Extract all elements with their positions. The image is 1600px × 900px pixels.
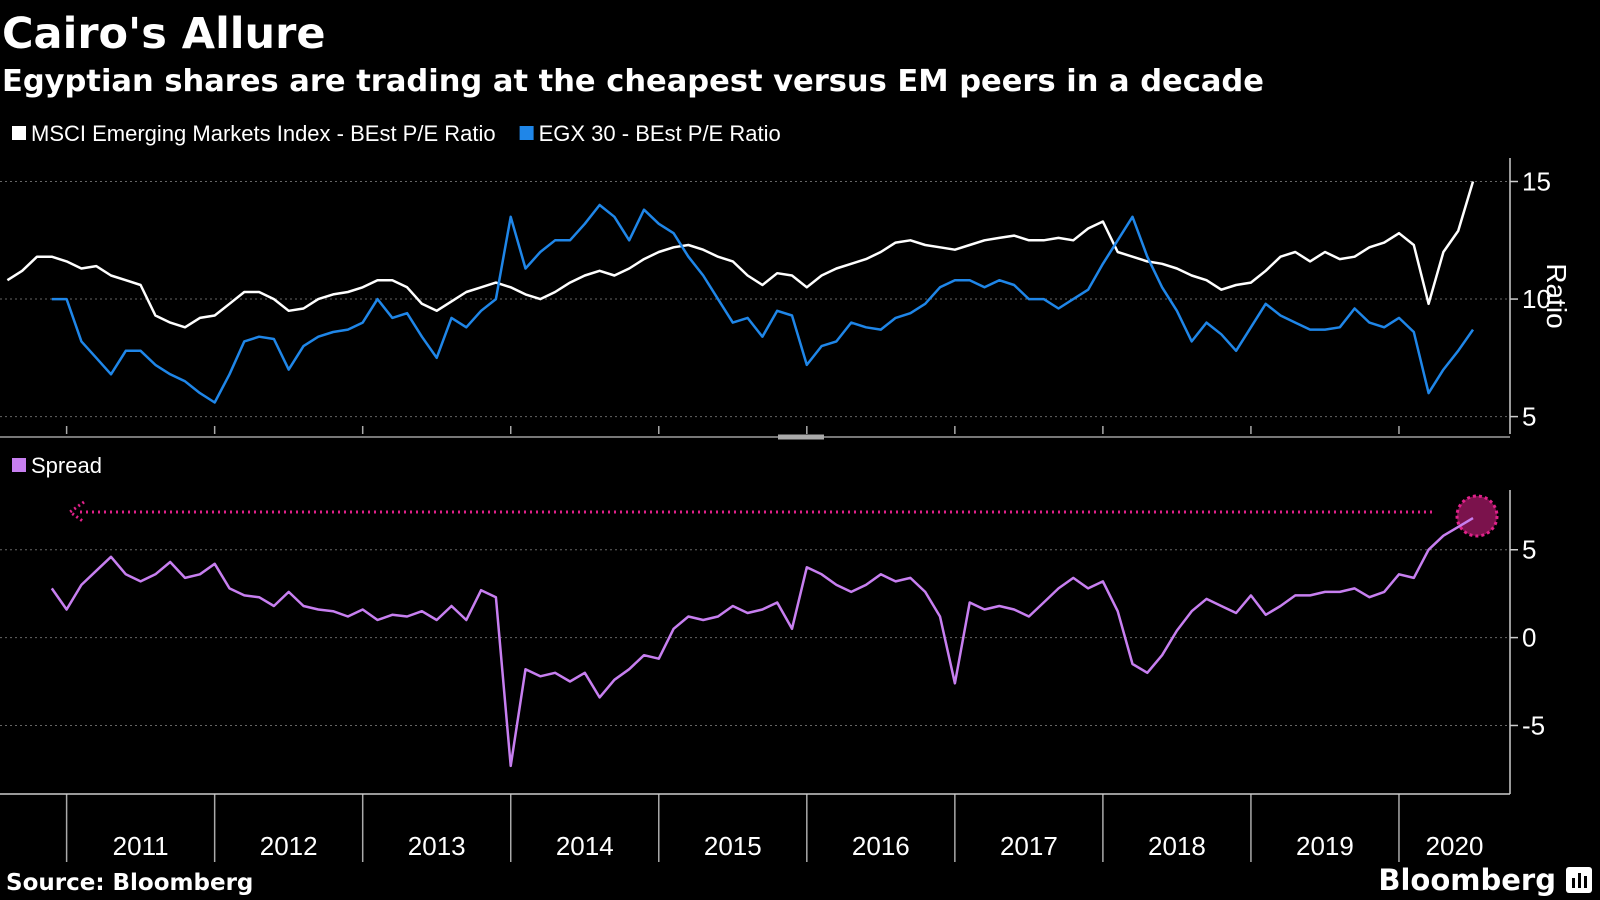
y-tick-label: 15 [1522, 167, 1551, 197]
x-tick-label: 2012 [260, 831, 318, 861]
x-tick-label: 2018 [1148, 831, 1206, 861]
logo-icon-bar [1584, 876, 1587, 888]
y-tick-label: 5 [1522, 535, 1536, 565]
logo: Bloomberg [1378, 863, 1556, 897]
source: Source: Bloomberg [6, 870, 253, 896]
y-tick-label: -5 [1522, 710, 1545, 740]
chart-title: Cairo's Allure [2, 9, 326, 59]
y-tick-label: 0 [1522, 623, 1536, 653]
legend-swatch [519, 126, 534, 140]
y-tick-label: 10 [1522, 284, 1551, 314]
x-tick-label: 2015 [704, 831, 762, 861]
logo-icon-bar [1578, 873, 1581, 888]
x-tick-label: 2019 [1296, 831, 1354, 861]
annotation-circle [1455, 494, 1499, 538]
annotation-arrow [67, 500, 85, 524]
series-line [6, 181, 1475, 329]
legend-swatch [12, 126, 26, 140]
x-tick-label: 2014 [556, 831, 614, 861]
x-tick-label: 2017 [1000, 831, 1058, 861]
chart-subtitle: Egyptian shares are trading at the cheap… [2, 64, 1264, 99]
y-tick-label: 5 [1522, 402, 1536, 432]
legend-label: EGX 30 - BEst P/E Ratio [539, 121, 781, 146]
series-line [51, 203, 1475, 404]
series-line [50, 517, 1474, 768]
legend-swatch [12, 458, 26, 472]
y-axis-label: Ratio [1541, 263, 1572, 328]
legend-label: Spread [31, 453, 102, 478]
x-tick-label: 2016 [852, 831, 910, 861]
x-tick-label: 2020 [1426, 831, 1484, 861]
x-tick-label: 2011 [113, 831, 169, 861]
logo-icon-bar [1572, 878, 1575, 888]
x-tick-label: 2013 [408, 831, 466, 861]
legend-label: MSCI Emerging Markets Index - BEst P/E R… [31, 121, 496, 146]
